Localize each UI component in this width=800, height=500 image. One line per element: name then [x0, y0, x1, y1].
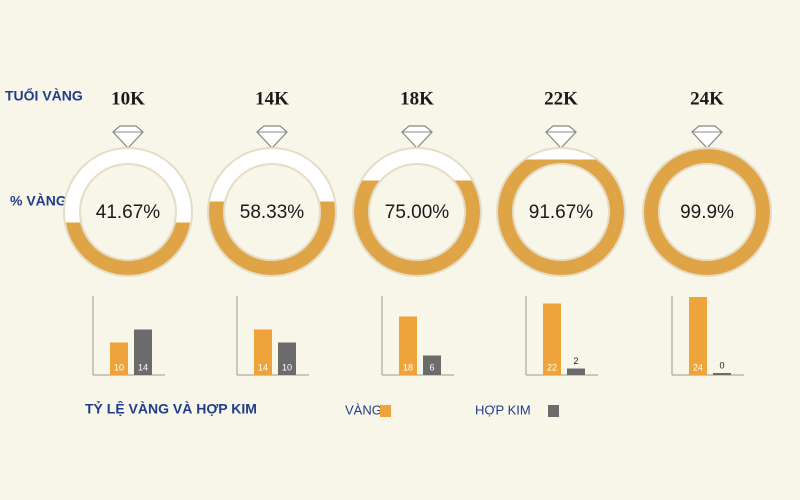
- bar: [543, 303, 561, 375]
- bar-value-label: 2: [573, 356, 578, 366]
- bar: [110, 342, 128, 375]
- ring-border: [658, 163, 756, 261]
- row-label: % VÀNG: [10, 193, 67, 209]
- legend-swatch: [380, 405, 391, 417]
- ring-border: [63, 147, 193, 277]
- percent-label: 75.00%: [385, 202, 450, 223]
- bar-value-label: 24: [693, 362, 703, 372]
- ring-fill: [354, 180, 480, 275]
- bar-title: TỶ LỆ VÀNG VÀ HỢP KIM: [85, 400, 257, 417]
- bar: [567, 368, 585, 375]
- bar: [134, 329, 152, 375]
- bar-value-label: 14: [138, 362, 148, 372]
- ring-border: [368, 163, 466, 261]
- karat-label: 24K: [690, 88, 724, 109]
- bar-value-label: 14: [258, 362, 268, 372]
- ring-fill: [498, 159, 624, 275]
- ring-border: [223, 163, 321, 261]
- bar: [713, 373, 731, 375]
- bar: [399, 316, 417, 375]
- bar: [423, 355, 441, 375]
- bar-value-label: 10: [114, 362, 124, 372]
- bar: [278, 342, 296, 375]
- bar-value-label: 18: [403, 362, 413, 372]
- percent-label: 91.67%: [529, 202, 594, 223]
- ring-fill: [644, 149, 770, 275]
- ring-border: [642, 147, 772, 277]
- bar-value-label: 10: [282, 362, 292, 372]
- ring-border: [352, 147, 482, 277]
- karat-label: 14K: [255, 88, 289, 109]
- ring-fill: [65, 222, 191, 275]
- percent-label: 41.67%: [96, 202, 161, 223]
- bar-value-label: 6: [429, 362, 434, 372]
- bar-value-label: 0: [719, 360, 724, 370]
- ring-fill: [209, 201, 335, 275]
- percent-label: 99.9%: [680, 202, 734, 223]
- bar: [689, 297, 707, 375]
- legend-label: VÀNG: [345, 402, 382, 417]
- row-label: TUỔI VÀNG: [5, 87, 83, 104]
- karat-label: 18K: [400, 88, 434, 109]
- ring-border: [512, 163, 610, 261]
- karat-label: 10K: [111, 88, 145, 109]
- karat-label: 22K: [544, 88, 578, 109]
- percent-label: 58.33%: [240, 202, 305, 223]
- legend-label: HỢP KIM: [475, 402, 531, 417]
- ring-border: [496, 147, 626, 277]
- ring-border: [79, 163, 177, 261]
- ring-border: [207, 147, 337, 277]
- legend-swatch: [548, 405, 559, 417]
- bar-value-label: 22: [547, 362, 557, 372]
- bar: [254, 329, 272, 375]
